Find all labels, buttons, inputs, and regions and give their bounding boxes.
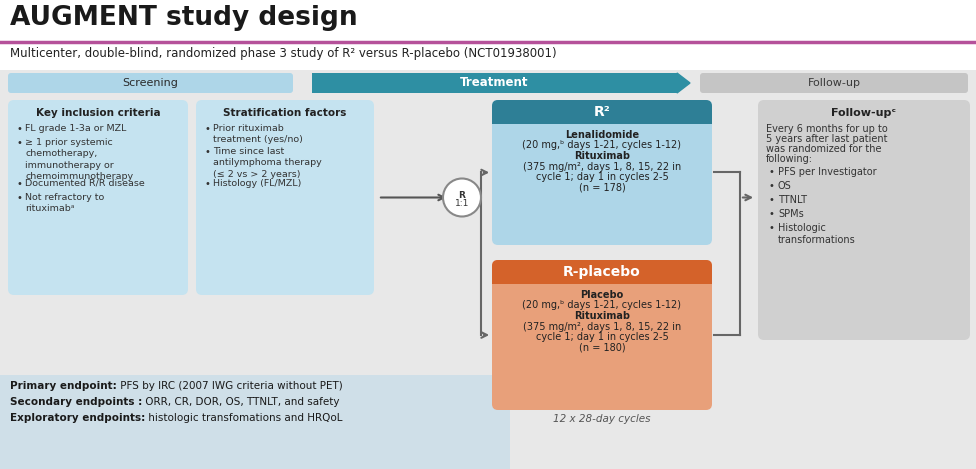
Text: SPMs: SPMs — [778, 209, 804, 219]
Text: •: • — [16, 179, 21, 189]
FancyBboxPatch shape — [8, 73, 293, 93]
Text: •: • — [204, 147, 210, 157]
Text: Screening: Screening — [122, 78, 178, 88]
Text: Placebo: Placebo — [581, 290, 624, 300]
Text: OS: OS — [778, 181, 792, 191]
Text: (n = 178): (n = 178) — [579, 182, 626, 192]
Text: Every 6 months for up to: Every 6 months for up to — [766, 124, 888, 134]
Text: Secondary endpoints :: Secondary endpoints : — [10, 397, 142, 407]
Text: following:: following: — [766, 154, 813, 164]
Text: R-placebo: R-placebo — [563, 265, 641, 279]
Text: FL grade 1-3a or MZL: FL grade 1-3a or MZL — [25, 124, 126, 133]
Text: Rituximab: Rituximab — [574, 151, 630, 161]
Text: 5 years after last patient: 5 years after last patient — [766, 134, 887, 144]
Text: Multicenter, double-blind, randomized phase 3 study of R² versus R-placebo (NCT0: Multicenter, double-blind, randomized ph… — [10, 47, 556, 60]
Text: AUGMENT study design: AUGMENT study design — [10, 5, 357, 31]
FancyBboxPatch shape — [758, 100, 970, 340]
Text: •: • — [768, 195, 774, 205]
Text: •: • — [204, 179, 210, 189]
Circle shape — [443, 179, 481, 217]
Text: ORR, CR, DOR, OS, TTNLT, and safety: ORR, CR, DOR, OS, TTNLT, and safety — [142, 397, 340, 407]
Text: (20 mg,ᵇ days 1-21, cycles 1-12): (20 mg,ᵇ days 1-21, cycles 1-12) — [522, 141, 681, 151]
Text: Exploratory endpoints:: Exploratory endpoints: — [10, 413, 145, 423]
Text: Follow-up: Follow-up — [807, 78, 861, 88]
Text: Prior rituximab
treatment (yes/no): Prior rituximab treatment (yes/no) — [213, 124, 303, 144]
Bar — [0, 0, 976, 70]
Text: Stratification factors: Stratification factors — [224, 108, 346, 118]
Text: Time since last
antilymphoma therapy
(≤ 2 vs > 2 years): Time since last antilymphoma therapy (≤ … — [213, 147, 322, 179]
Text: (20 mg,ᵇ days 1-21, cycles 1-12): (20 mg,ᵇ days 1-21, cycles 1-12) — [522, 301, 681, 310]
Text: •: • — [16, 138, 21, 148]
Text: Treatment: Treatment — [461, 76, 529, 90]
Text: Primary endpoint:: Primary endpoint: — [10, 381, 117, 391]
Bar — [492, 112, 712, 124]
Text: •: • — [16, 124, 21, 134]
Text: •: • — [768, 209, 774, 219]
Polygon shape — [677, 73, 690, 93]
Text: TTNLT: TTNLT — [778, 195, 807, 205]
Text: 12 x 28-day cycles: 12 x 28-day cycles — [553, 414, 651, 424]
Bar — [492, 272, 712, 284]
Text: •: • — [768, 167, 774, 177]
Text: PFS by IRC (2007 IWG criteria without PET): PFS by IRC (2007 IWG criteria without PE… — [117, 381, 343, 391]
Text: Histology (FL/MZL): Histology (FL/MZL) — [213, 179, 302, 188]
Text: Lenalidomide: Lenalidomide — [565, 130, 639, 140]
Bar — [312, 73, 677, 93]
Text: •: • — [768, 223, 774, 233]
Text: PFS per Investigator: PFS per Investigator — [778, 167, 876, 177]
Text: (375 mg/m², days 1, 8, 15, 22 in: (375 mg/m², days 1, 8, 15, 22 in — [523, 322, 681, 332]
Text: histologic transfomations and HRQoL: histologic transfomations and HRQoL — [145, 413, 343, 423]
Bar — [0, 72, 976, 94]
Text: ≥ 1 prior systemic
chemotherapy,
immunotherapy or
chemoimmunotherapy: ≥ 1 prior systemic chemotherapy, immunot… — [25, 138, 133, 182]
Text: 1:1: 1:1 — [455, 198, 469, 207]
Text: (n = 180): (n = 180) — [579, 342, 626, 353]
Text: Not refractory to
rituximabᵃ: Not refractory to rituximabᵃ — [25, 193, 104, 213]
FancyBboxPatch shape — [492, 260, 712, 284]
Text: •: • — [16, 193, 21, 203]
FancyBboxPatch shape — [492, 100, 712, 245]
FancyBboxPatch shape — [492, 260, 712, 410]
Text: Histologic
transformations: Histologic transformations — [778, 223, 856, 245]
FancyBboxPatch shape — [492, 100, 712, 124]
Bar — [510, 375, 976, 469]
Text: •: • — [204, 124, 210, 134]
Text: (375 mg/m², days 1, 8, 15, 22 in: (375 mg/m², days 1, 8, 15, 22 in — [523, 161, 681, 172]
Text: R: R — [459, 191, 466, 201]
Text: Key inclusion criteria: Key inclusion criteria — [36, 108, 160, 118]
Text: R²: R² — [593, 105, 610, 119]
Text: Rituximab: Rituximab — [574, 311, 630, 321]
Text: •: • — [768, 181, 774, 191]
Bar — [0, 375, 510, 469]
Text: cycle 1; day 1 in cycles 2-5: cycle 1; day 1 in cycles 2-5 — [536, 172, 669, 182]
FancyBboxPatch shape — [8, 100, 188, 295]
Text: was randomized for the: was randomized for the — [766, 144, 881, 154]
Text: Documented R/R disease: Documented R/R disease — [25, 179, 144, 188]
FancyBboxPatch shape — [700, 73, 968, 93]
Text: Follow-upᶜ: Follow-upᶜ — [832, 108, 897, 118]
Bar — [0, 96, 976, 371]
FancyBboxPatch shape — [196, 100, 374, 295]
Text: cycle 1; day 1 in cycles 2-5: cycle 1; day 1 in cycles 2-5 — [536, 332, 669, 342]
